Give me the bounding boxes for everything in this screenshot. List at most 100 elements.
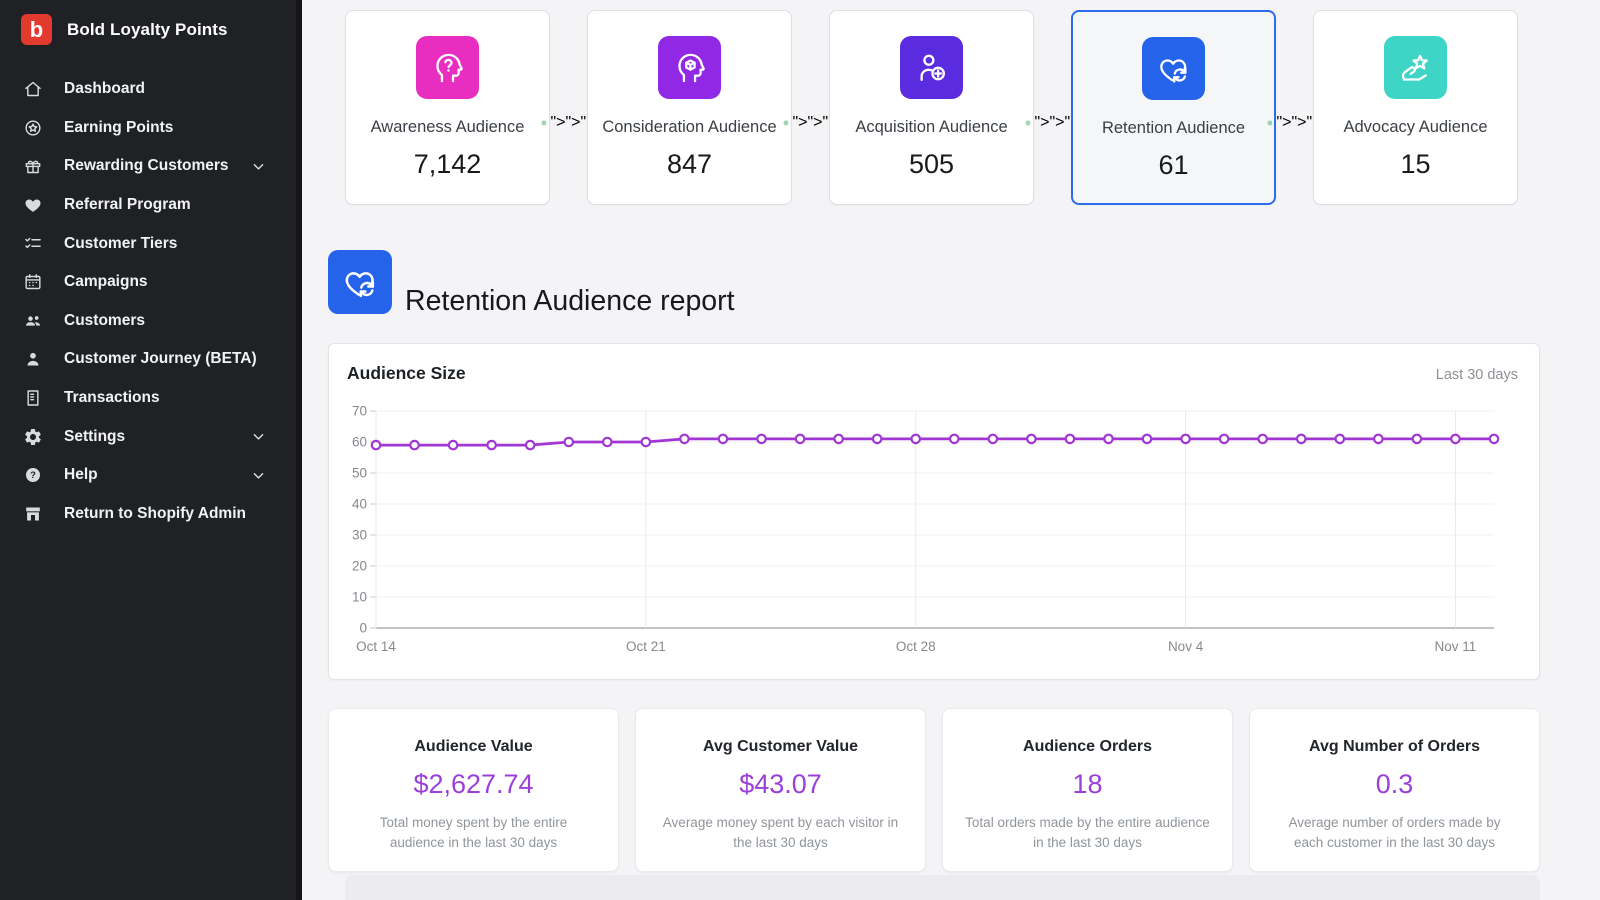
sidebar-item-label: Transactions [64, 389, 160, 407]
sidebar-item-label: Rewarding Customers [64, 157, 229, 175]
sidebar-item-customer-journey-beta[interactable]: Customer Journey (BETA) [0, 340, 290, 379]
sidebar-item-campaigns[interactable]: Campaigns [0, 263, 290, 302]
funnel-stage-value: 505 [908, 149, 955, 179]
svg-text:40: 40 [352, 497, 367, 512]
audience-size-card: Audience Size Last 30 days 0 10 20 30 40 50 60… [328, 343, 1540, 680]
chart-point [1373, 433, 1384, 445]
heart-icon [25, 199, 41, 212]
funnel-stage-label: Acquisition Audience [855, 118, 1008, 136]
chart-point [602, 436, 613, 448]
sidebar-item-customers[interactable]: Customers [0, 302, 290, 341]
chart-point [1295, 433, 1307, 445]
chart-point [987, 433, 999, 445]
funnel-card-consideration-audience[interactable]: Consideration Audience 847 [587, 10, 792, 205]
home-icon [25, 82, 41, 97]
funnel-stage-value: 15 [1400, 149, 1431, 179]
sidebar-item-label: Referral Program [64, 196, 191, 214]
sidebar-item-earning-points[interactable]: Earning Points [0, 109, 290, 148]
funnel-connector: ">">"> [1268, 10, 1322, 205]
chart-point [1141, 433, 1153, 445]
chart-point [1218, 433, 1230, 445]
svg-text:Nov 11: Nov 11 [1435, 639, 1477, 654]
sidebar-item-transactions[interactable]: Transactions [0, 379, 290, 418]
svg-text:?: ? [30, 470, 36, 480]
help-icon: ? [26, 468, 40, 483]
funnel-connector: ">">"> [542, 10, 596, 205]
main-content: Awareness Audience 7,142 ">">"> Considerati… [302, 0, 1600, 900]
svg-text:50: 50 [352, 466, 367, 481]
svg-text:10: 10 [352, 590, 367, 605]
stat-title: Avg Number of Orders [1309, 738, 1480, 755]
sidebar-item-help[interactable]: ? Help [0, 456, 290, 495]
chart-point [1064, 433, 1076, 445]
sidebar-item-dashboard[interactable]: Dashboard [0, 70, 290, 109]
chart-point [486, 439, 497, 451]
svg-text:Oct 21: Oct 21 [626, 639, 666, 654]
funnel-card-acquisition-audience[interactable]: Acquisition Audience 505 [829, 10, 1034, 205]
funnel-stage-value: 61 [1158, 150, 1189, 180]
chart-point [1026, 433, 1037, 445]
svg-text:30: 30 [352, 528, 367, 543]
funnel-connector: ">">"> [784, 10, 838, 205]
people-icon [26, 316, 40, 326]
report-title: Retention Audience report [405, 285, 735, 317]
svg-text:70: 70 [352, 404, 367, 419]
stat-title: Audience Orders [1023, 738, 1152, 755]
stats-row: Audience Value $2,627.74 Total money spent… [328, 708, 1540, 872]
chart-point [948, 433, 960, 445]
sidebar-item-label: Earning Points [64, 118, 174, 136]
sidebar-item-label: Dashboard [64, 80, 145, 98]
chart-point [524, 439, 536, 451]
chart-point [1411, 433, 1423, 445]
stat-card-avg-customer-value: Avg Customer Value $43.07 Average money sp… [635, 708, 926, 872]
app-title: Bold Loyalty Points [67, 19, 228, 39]
chart-title: Audience Size [347, 363, 466, 383]
chevron-down-icon [253, 434, 264, 440]
svg-text:0: 0 [359, 621, 367, 636]
head-question-icon [436, 53, 463, 83]
medal-icon [25, 120, 41, 136]
sidebar-item-return-to-shopify-admin[interactable]: Return to Shopify Admin [0, 495, 290, 534]
head-cube-icon [678, 53, 705, 83]
chart-point [1334, 433, 1346, 445]
chart-point [1180, 433, 1191, 445]
chart-point [679, 433, 690, 445]
sidebar: b Bold Loyalty Points Dashboard Earning P… [0, 0, 302, 900]
stat-title: Audience Value [414, 738, 533, 755]
sidebar-item-referral-program[interactable]: Referral Program [0, 186, 290, 225]
stat-card-avg-number-of-orders: Avg Number of Orders 0.3 Average number of… [1249, 708, 1540, 872]
chart-point [1257, 433, 1268, 445]
sidebar-item-customer-tiers[interactable]: Customer Tiers [0, 224, 290, 263]
chart-point [1103, 433, 1114, 445]
sidebar-item-rewarding-customers[interactable]: Rewarding Customers [0, 147, 290, 186]
stat-value: $43.07 [739, 769, 822, 799]
stat-description: Average number of orders made by each cu… [1288, 815, 1501, 851]
sidebar-item-label: Campaigns [64, 273, 148, 291]
sidebar-item-label: Customer Journey (BETA) [64, 350, 257, 368]
funnel-connector: ">">"> [1026, 10, 1080, 205]
funnel-card-advocacy-audience[interactable]: Advocacy Audience 15 [1313, 10, 1518, 205]
sidebar-item-label: Customer Tiers [64, 234, 178, 252]
stat-description: Average money spent by each visitor in t… [662, 815, 899, 851]
sidebar-item-settings[interactable]: Settings [0, 417, 290, 456]
chart-point [563, 436, 575, 448]
receipt-icon [27, 390, 39, 406]
stat-title: Avg Customer Value [702, 738, 858, 755]
svg-text:60: 60 [352, 435, 367, 450]
funnel-stage-label: Advocacy Audience [1343, 118, 1488, 136]
checklist-icon [25, 237, 41, 248]
stat-card-audience-value: Audience Value $2,627.74 Total money spent… [328, 708, 619, 872]
funnel-stage-label: Consideration Audience [602, 118, 777, 136]
heart-refresh-icon [1160, 59, 1187, 83]
chart-point [447, 439, 459, 451]
app-logo-row[interactable]: b Bold Loyalty Points [0, 0, 296, 45]
funnel-stage-label: Retention Audience [1101, 119, 1246, 137]
gear-icon [25, 428, 41, 445]
funnel-card-retention-audience[interactable]: Retention Audience 61 [1071, 10, 1276, 205]
storefront-icon [26, 507, 40, 521]
heart-refresh-icon [328, 250, 392, 314]
chart-point [833, 433, 844, 445]
svg-text:20: 20 [352, 559, 367, 574]
funnel-card-awareness-audience[interactable]: Awareness Audience 7,142 [345, 10, 550, 205]
